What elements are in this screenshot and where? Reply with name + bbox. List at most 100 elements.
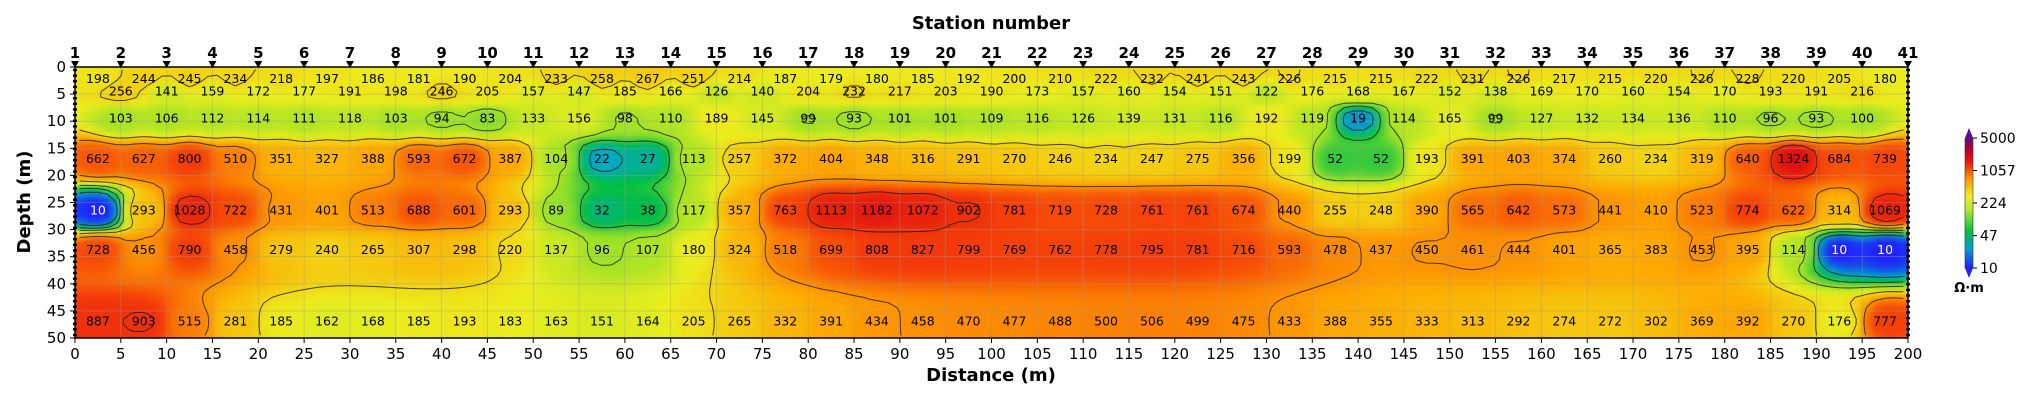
value-label: 357 <box>728 203 752 218</box>
value-label: 1182 <box>861 203 893 218</box>
value-label: 10 <box>1831 242 1847 257</box>
boundary-marker <box>73 226 77 230</box>
electrode-marker <box>1399 61 1408 68</box>
value-label: 281 <box>223 314 247 329</box>
station-label: 33 <box>1531 44 1552 62</box>
electrode-marker <box>666 61 675 68</box>
value-label: 127 <box>1529 110 1553 125</box>
value-label: 1072 <box>907 203 939 218</box>
electrode-marker <box>529 61 538 68</box>
value-label: 401 <box>1552 242 1576 257</box>
value-label: 356 <box>1232 151 1256 166</box>
value-label: 179 <box>819 71 843 86</box>
boundary-marker <box>1906 192 1910 196</box>
boundary-marker <box>73 136 77 139</box>
value-label: 96 <box>594 242 610 257</box>
value-label: 190 <box>980 83 1004 98</box>
value-label: 93 <box>846 110 862 125</box>
value-label: 83 <box>479 110 495 125</box>
contour-line <box>79 105 1904 283</box>
boundary-marker <box>73 187 77 190</box>
x-tick-label: 150 <box>1435 345 1464 363</box>
electrode-marker <box>1033 61 1042 68</box>
value-label: 324 <box>728 242 752 257</box>
station-label: 40 <box>1852 44 1873 62</box>
value-label: 395 <box>1736 242 1760 257</box>
contour-lines <box>79 69 1904 336</box>
y-tick-label: 10 <box>47 112 66 130</box>
electrode-marker <box>300 61 309 68</box>
boundary-marker <box>73 266 77 269</box>
value-label: 154 <box>1667 83 1691 98</box>
value-label: 226 <box>1277 71 1301 86</box>
value-label: 627 <box>132 151 156 166</box>
value-label: 390 <box>1415 203 1439 218</box>
value-label: 110 <box>1713 110 1737 125</box>
value-label: 642 <box>1507 203 1531 218</box>
value-label: 204 <box>498 71 522 86</box>
station-label: 21 <box>981 44 1002 62</box>
value-label: 234 <box>1094 151 1118 166</box>
value-label: 774 <box>1736 203 1760 218</box>
value-label: 458 <box>223 242 247 257</box>
value-label: 180 <box>682 242 706 257</box>
contour-line <box>79 110 1904 278</box>
boundary-marker <box>1906 243 1910 246</box>
value-label: 205 <box>475 83 499 98</box>
grid <box>75 67 1908 338</box>
colorbar-tick-label: 47 <box>1980 229 1998 245</box>
value-label: 131 <box>1163 110 1187 125</box>
boundary-marker <box>73 277 77 280</box>
y-tick-label: 5 <box>56 85 66 103</box>
value-label: 688 <box>407 203 431 218</box>
y-tick-label: 20 <box>47 166 66 184</box>
boundary-marker <box>73 113 77 117</box>
boundary-marker <box>1906 147 1910 151</box>
value-label: 319 <box>1690 151 1714 166</box>
boundary-marker <box>73 80 77 83</box>
boundary-marker <box>73 322 77 325</box>
station-label: 8 <box>391 44 401 62</box>
value-label: 200 <box>1002 71 1026 86</box>
contour-line <box>122 144 1904 332</box>
electrode-marker <box>620 61 629 68</box>
value-label: 258 <box>590 71 614 86</box>
value-label: 100 <box>1850 110 1874 125</box>
value-label: 510 <box>223 151 247 166</box>
boundary-marker <box>1906 283 1910 286</box>
value-label: 410 <box>1644 203 1668 218</box>
electrode-marker <box>1262 61 1271 68</box>
value-label: 222 <box>1094 71 1118 86</box>
value-label: 22 <box>594 151 610 166</box>
electrode-marker <box>437 61 446 68</box>
electrode-marker <box>345 61 354 68</box>
value-label: 147 <box>567 83 591 98</box>
electrode-marker <box>804 61 813 68</box>
x-tick-label: 15 <box>203 345 222 363</box>
value-label: 251 <box>682 71 706 86</box>
station-label: 14 <box>660 44 681 62</box>
value-label: 10 <box>1877 242 1893 257</box>
x-tick-label: 125 <box>1206 345 1235 363</box>
value-label: 293 <box>132 203 156 218</box>
value-label: 157 <box>521 83 545 98</box>
value-label: 169 <box>1529 83 1553 98</box>
value-label: 151 <box>1209 83 1233 98</box>
value-label: 217 <box>1552 71 1576 86</box>
value-label: 431 <box>269 203 293 218</box>
x-tick-label: 45 <box>478 345 497 363</box>
value-label: 565 <box>1461 203 1485 218</box>
boundary-marker <box>73 271 77 275</box>
boundary-marker <box>1906 209 1910 213</box>
value-label: 220 <box>1782 71 1806 86</box>
electrode-marker <box>162 61 171 68</box>
value-label: 166 <box>659 83 683 98</box>
value-label: 232 <box>842 83 866 98</box>
value-label: 215 <box>1323 71 1347 86</box>
value-label: 355 <box>1369 314 1393 329</box>
value-label: 450 <box>1415 242 1439 257</box>
x-tick-label: 135 <box>1298 345 1327 363</box>
boundary-marker <box>73 192 77 196</box>
value-label: 499 <box>1186 314 1210 329</box>
